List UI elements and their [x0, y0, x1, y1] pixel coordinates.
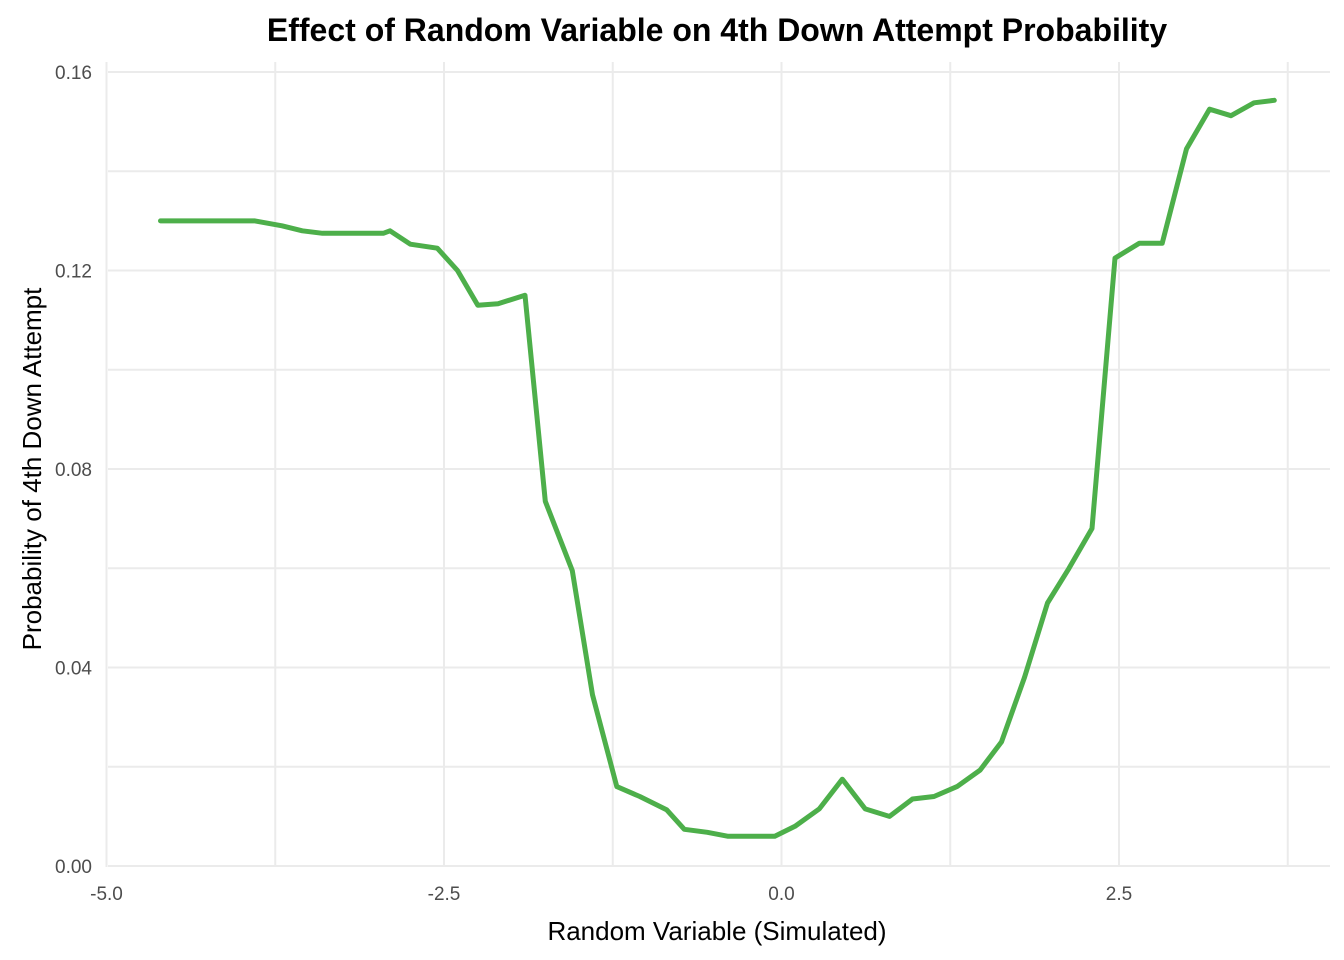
x-tick-label: 2.5: [1106, 884, 1132, 905]
y-axis-label: Probability of 4th Down Attempt: [17, 287, 47, 651]
y-tick-label: 0.08: [55, 460, 92, 481]
x-tick-label: -2.5: [428, 884, 461, 905]
y-tick-label: 0.00: [55, 857, 92, 878]
series-layer: [158, 97, 1277, 839]
chart-title: Effect of Random Variable on 4th Down At…: [267, 12, 1167, 48]
y-axis-ticks: 0.00 0.04 0.08 0.12 0.16: [55, 63, 92, 878]
x-axis-ticks: -5.0 -2.5 0.0 2.5: [90, 884, 1132, 905]
y-tick-label: 0.12: [55, 262, 92, 283]
y-tick-label: 0.04: [55, 659, 92, 680]
x-axis-label: Random Variable (Simulated): [547, 916, 886, 946]
series-line: [158, 97, 1277, 839]
grid-lines: [105, 62, 1330, 867]
y-tick-label: 0.16: [55, 63, 92, 84]
x-tick-label: -5.0: [90, 884, 123, 905]
x-tick-label: 0.0: [768, 884, 794, 905]
